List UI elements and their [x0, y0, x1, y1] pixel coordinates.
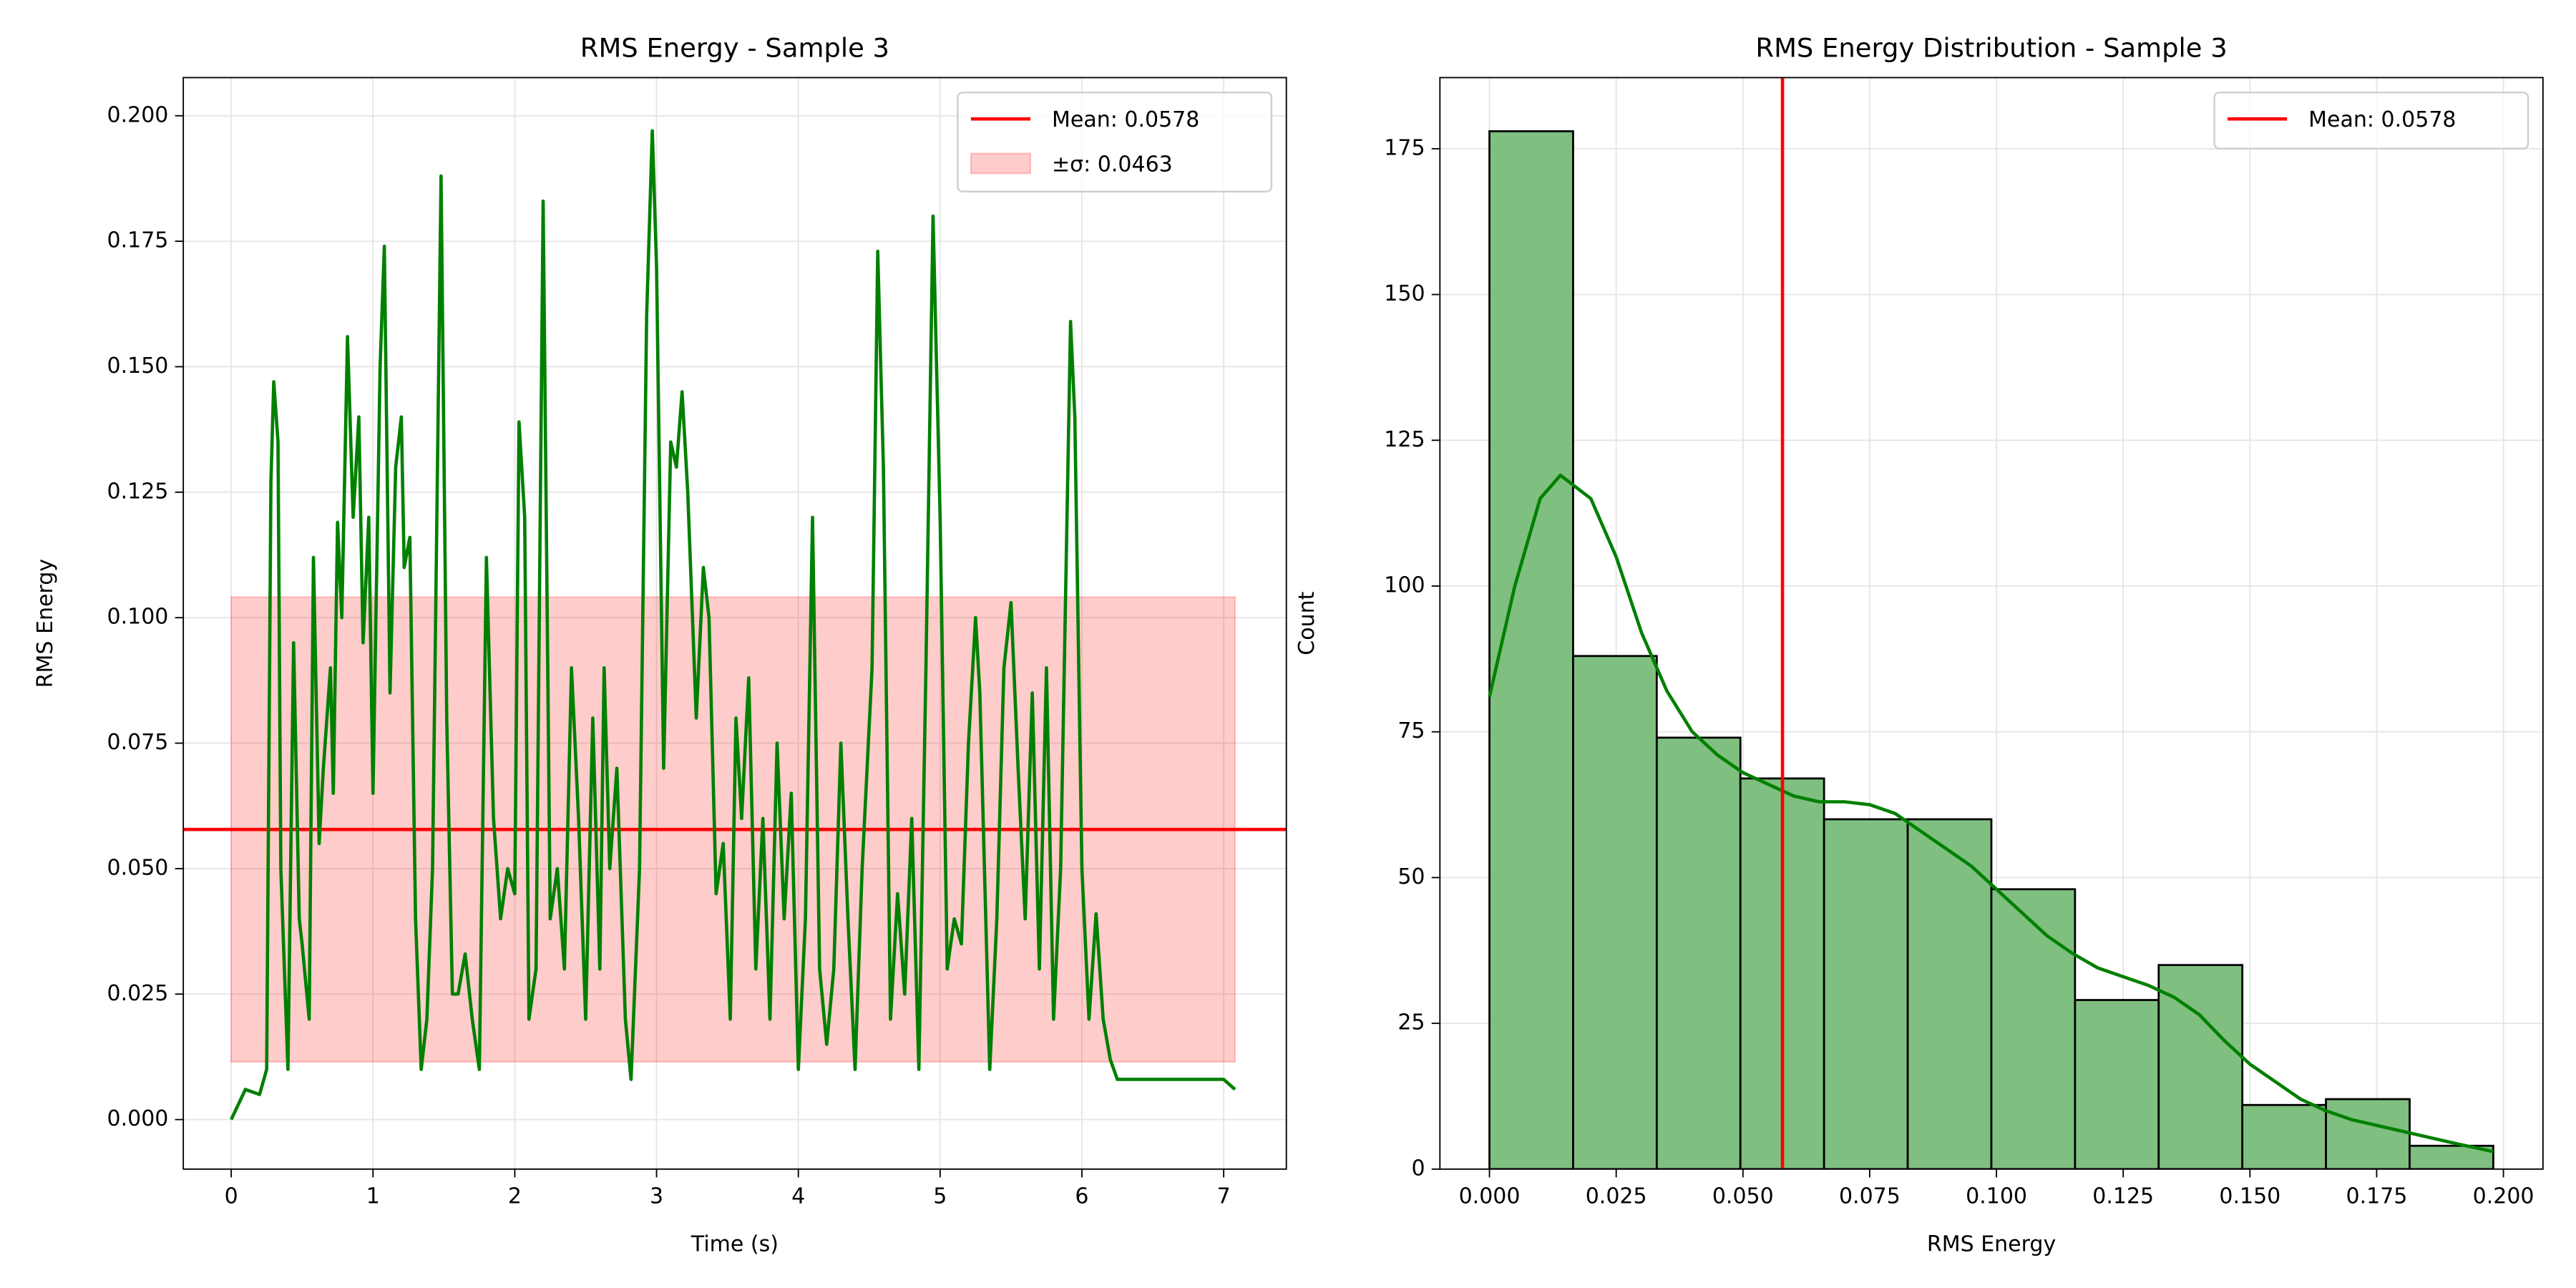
chart-title: RMS Energy - Sample 3 — [580, 33, 889, 64]
y-tick-label: 0 — [1411, 1156, 1425, 1181]
y-tick-label: 0.000 — [107, 1106, 168, 1131]
x-tick-label: 0.000 — [1459, 1184, 1521, 1209]
legend-patch — [970, 152, 1032, 175]
y-axis-label: RMS Energy — [33, 559, 58, 688]
x-axis-label: RMS Energy — [1927, 1232, 2056, 1257]
x-tick-label: 0.025 — [1586, 1184, 1647, 1209]
chart-title: RMS Energy Distribution - Sample 3 — [1755, 33, 2227, 64]
y-tick-label: 125 — [1384, 427, 1425, 452]
x-tick-label: 5 — [933, 1184, 947, 1209]
legend-label: Mean: 0.0578 — [1052, 107, 1199, 132]
y-tick-label: 25 — [1397, 1010, 1425, 1035]
y-axis-label: Count — [1294, 591, 1319, 655]
y-tick-label: 50 — [1397, 864, 1425, 889]
x-tick-label: 0.100 — [1966, 1184, 2027, 1209]
kde-line — [1488, 473, 2494, 1153]
axes-frame — [1439, 77, 2544, 1170]
y-tick-label: 75 — [1397, 718, 1425, 743]
hist-bar — [2325, 1098, 2411, 1169]
y-tick-label: 0.075 — [107, 730, 168, 755]
x-tick-label: 0.075 — [1839, 1184, 1901, 1209]
hist-bar — [2157, 964, 2244, 1169]
rms-line — [230, 129, 1236, 1121]
x-tick-label: 0.175 — [2346, 1184, 2408, 1209]
x-tick-label: 0.125 — [2092, 1184, 2154, 1209]
y-tick-label: 175 — [1384, 135, 1425, 160]
legend-box — [957, 92, 1273, 192]
x-tick-label: 7 — [1217, 1184, 1231, 1209]
axes-frame — [182, 77, 1287, 1170]
legend-box — [2213, 92, 2529, 150]
hist-bar — [2241, 1103, 2327, 1169]
x-tick-label: 6 — [1075, 1184, 1088, 1209]
hist-bar — [1906, 818, 1993, 1169]
hist-bar — [2074, 999, 2160, 1169]
x-axis-label: Time (s) — [691, 1232, 779, 1257]
y-tick-label: 0.025 — [107, 981, 168, 1006]
hist-bar — [1488, 130, 1574, 1169]
y-tick-label: 0.200 — [107, 102, 168, 127]
hist-bar — [1823, 818, 1909, 1169]
x-tick-label: 0.200 — [2473, 1184, 2534, 1209]
legend-label: Mean: 0.0578 — [2308, 107, 2456, 132]
hist-bar — [1655, 736, 1742, 1169]
legend-label: ±σ: 0.0463 — [1052, 152, 1173, 177]
y-tick-label: 150 — [1384, 281, 1425, 306]
y-tick-label: 0.050 — [107, 855, 168, 880]
y-tick-label: 0.150 — [107, 353, 168, 379]
x-tick-label: 3 — [650, 1184, 663, 1209]
hist-bar — [1572, 655, 1658, 1169]
x-tick-label: 4 — [791, 1184, 805, 1209]
y-tick-label: 0.175 — [107, 228, 168, 253]
x-tick-label: 1 — [366, 1184, 380, 1209]
plot-area — [183, 77, 1287, 1169]
x-tick-label: 2 — [508, 1184, 522, 1209]
hist-bar — [1990, 888, 2077, 1169]
y-tick-label: 100 — [1384, 573, 1425, 598]
x-tick-label: 0.150 — [2219, 1184, 2280, 1209]
plot-area — [1440, 77, 2543, 1169]
y-tick-label: 0.100 — [107, 605, 168, 630]
x-tick-label: 0 — [225, 1184, 238, 1209]
y-tick-label: 0.125 — [107, 479, 168, 504]
x-tick-label: 0.050 — [1712, 1184, 1774, 1209]
